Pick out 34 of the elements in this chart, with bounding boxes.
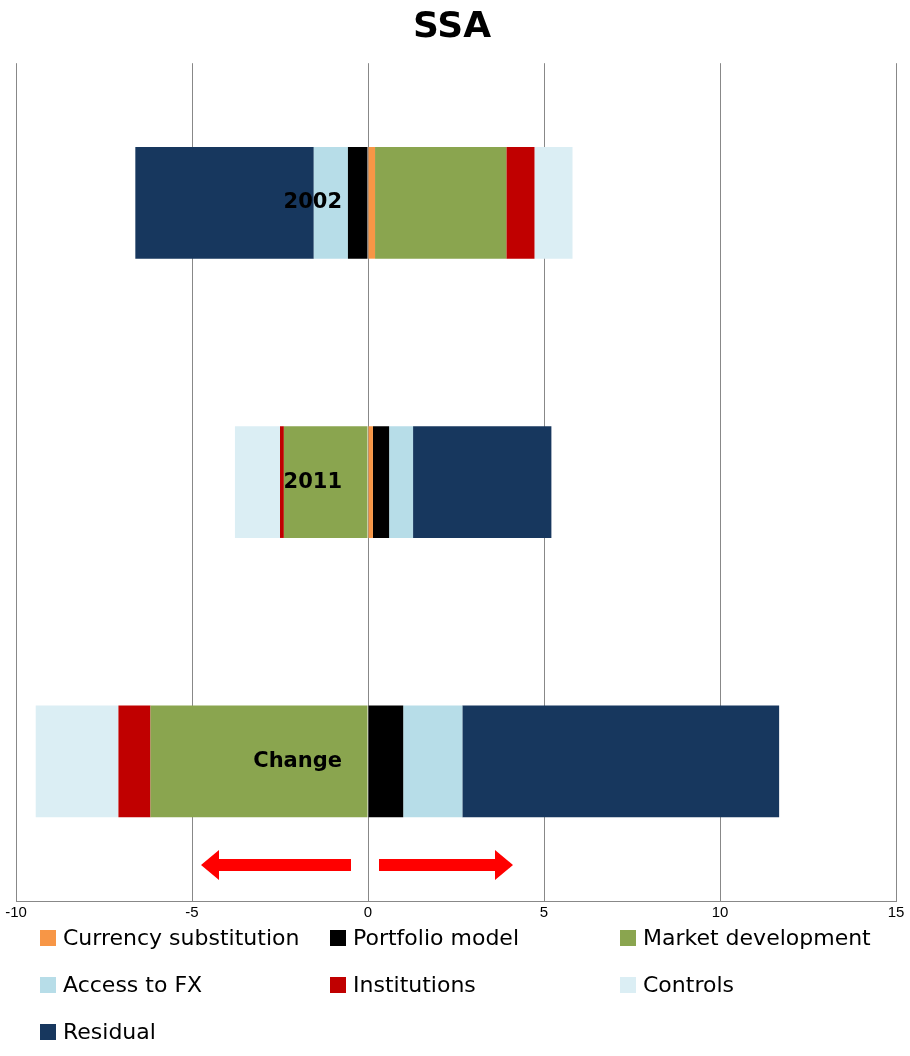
bar [347,146,368,259]
bar [534,146,573,259]
legend-label: Currency substitution [63,925,300,950]
bar [280,426,284,538]
legend-label: Market development [643,925,871,950]
bar [368,146,376,259]
bar [35,705,119,818]
x-tick-label: -5 [185,903,199,921]
bar [375,146,507,259]
x-tick-label: 0 [363,903,373,921]
legend-label: Institutions [353,972,476,997]
x-tick-label: 15 [887,903,905,921]
bar [150,705,368,818]
bar [283,426,368,538]
y-tick-label: Change [253,747,342,772]
x-tick-label: 5 [539,903,549,921]
bar [234,426,280,538]
legend-label: Portfolio model [353,925,519,950]
bar [389,426,414,538]
chart-title: SSA [412,3,492,45]
bar [118,705,151,818]
bar [368,426,373,538]
bar [413,426,552,538]
legend-label: Access to FX [63,972,203,997]
legend-label: Residual [63,1019,156,1044]
bar [462,705,780,818]
x-tick-label: 10 [711,903,729,921]
y-tick-label: 2011 [283,468,342,493]
bar [372,426,390,538]
bar [368,705,404,818]
x-tick-label: -10 [5,903,27,921]
bar [506,146,535,259]
legend-label: Controls [643,972,734,997]
bar [403,705,463,818]
